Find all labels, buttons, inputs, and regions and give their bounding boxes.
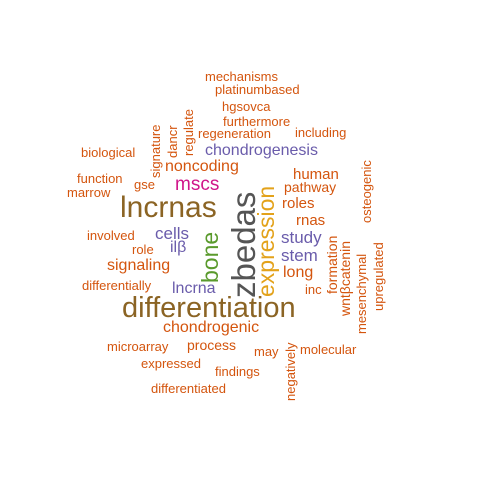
word-involved: involved — [87, 228, 135, 243]
word-mechanisms: mechanisms — [205, 69, 278, 84]
word-role: role — [132, 242, 154, 257]
word-ilbeta: ilβ — [170, 239, 187, 256]
word-differentiation: differentiation — [122, 292, 296, 324]
word-inc: inc — [305, 282, 322, 297]
word-furthermore: furthermore — [223, 114, 291, 129]
word-signature: signature — [148, 124, 163, 178]
word-findings: findings — [215, 364, 260, 379]
word-marrow: marrow — [67, 185, 111, 200]
word-dancr: dancr — [165, 125, 180, 158]
word-chondrogenic: chondrogenic — [163, 319, 260, 336]
word-regulate: regulate — [181, 109, 196, 156]
word-long: long — [283, 264, 314, 281]
word-may: may — [254, 344, 279, 359]
word-function: function — [77, 171, 123, 186]
word-pathway: pathway — [284, 179, 337, 195]
word-upregulated: upregulated — [371, 242, 386, 311]
word-human: human — [293, 166, 339, 183]
word-process: process — [187, 337, 237, 353]
word-biological: biological — [81, 145, 136, 160]
word-study: study — [281, 228, 322, 247]
word-hgsovca: hgsovca — [222, 99, 271, 114]
word-cells: cells — [155, 224, 190, 243]
word-lncrnas: lncrnas — [120, 191, 217, 224]
word-molecular: molecular — [300, 342, 357, 357]
word-gse: gse — [134, 177, 155, 192]
word-osteogenic: osteogenic — [359, 160, 374, 223]
word-signaling: signaling — [107, 257, 171, 274]
word-platinumbased: platinumbased — [215, 82, 300, 97]
word-microarray: microarray — [107, 339, 169, 354]
word-lncrna: lncrna — [172, 280, 216, 297]
word-negatively: negatively — [283, 342, 298, 401]
word-including: including — [295, 125, 347, 140]
word-chondrogenesis: chondrogenesis — [205, 142, 318, 159]
word-mesenchymal: mesenchymal — [354, 253, 369, 334]
word-mscs: mscs — [175, 174, 220, 195]
word-rnas: rnas — [296, 212, 326, 229]
word-bone: bone — [197, 231, 223, 283]
word-roles: roles — [282, 195, 315, 212]
word-expression: expression — [253, 185, 279, 297]
word-expressed: expressed — [141, 356, 201, 371]
word-stem: stem — [281, 246, 318, 265]
word-noncoding: noncoding — [165, 158, 239, 175]
word-differentiated: differentiated — [151, 381, 226, 396]
word-wntbcatenin: wntβcatenin — [337, 241, 353, 316]
word-regeneration: regeneration — [198, 126, 271, 141]
word-differentially: differentially — [82, 278, 152, 293]
